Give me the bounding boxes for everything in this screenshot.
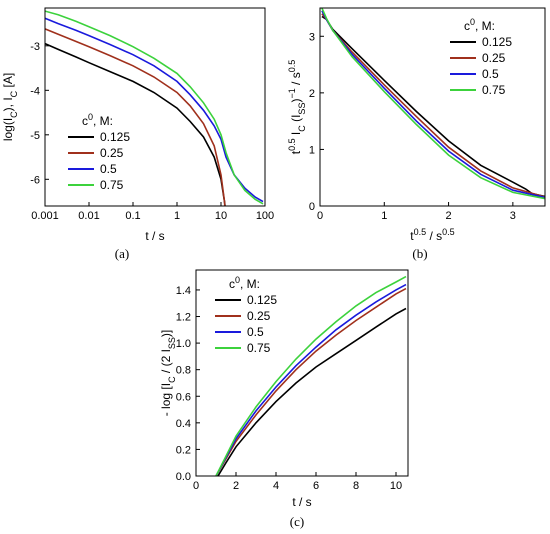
x-tick-label: 0.1 [125,210,140,222]
y-tick-label: -3 [30,41,40,53]
panel-label: (c) [290,514,304,529]
plot-frame [319,7,546,207]
series-line-0.125 [217,307,407,476]
legend: c0, M: 0.125 0.25 0.5 0.75 [68,112,130,192]
legend-entry-0.25: 0.25 [247,309,271,323]
x-axis-label: t / s [292,495,311,509]
x-tick-label: 0.001 [31,210,59,222]
y-tick-label: 0.0 [176,471,191,483]
series-line-0.5 [215,283,407,476]
y-tick-label: -4 [30,85,40,97]
series-line-0.125 [45,42,226,206]
x-tick-label: 0.01 [78,210,99,222]
legend-entry-0.125: 0.125 [482,35,512,49]
legend-entry-0.75: 0.75 [482,83,506,97]
y-tick-label: 3 [309,31,315,43]
plot-frame [44,7,266,207]
y-tick-label: 0.8 [176,365,191,377]
legend: c0, M: 0.125 0.25 0.5 0.75 [450,17,512,97]
legend-title: c0, M: [229,275,260,291]
legend-entry-0.25: 0.25 [482,51,506,65]
x-tick-label: 0 [317,210,323,222]
legend-entry-0.5: 0.5 [482,67,499,81]
y-axis-label: t0.5 IC (ISS)−1 / s0.5 [287,60,307,155]
x-tick-label: 6 [313,480,319,492]
series-line-0.75 [215,275,407,476]
x-tick-label: 10 [390,480,402,492]
y-tick-label: 0.6 [176,391,191,403]
series-line-0.25 [215,287,407,476]
x-tick-label: 100 [256,210,274,222]
y-tick-label: 1.4 [176,285,191,297]
y-tick-label: -5 [30,130,40,142]
panel-label: (b) [412,246,427,261]
series-line-0.75 [321,8,545,200]
y-tick-label: -6 [30,174,40,186]
legend: c0, M: 0.125 0.25 0.5 0.75 [215,275,277,355]
series-line-0.25 [45,28,226,206]
y-axis-label: log(IC), IC [A] [1,73,19,141]
series-group [45,10,264,206]
y-tick-label: 0.4 [176,418,191,430]
y-tick-label: 0.2 [176,444,191,456]
x-axis-label: t0.5 / s0.5 [410,227,454,243]
x-tick-label: 0 [193,480,199,492]
legend-entry-0.5: 0.5 [247,325,264,339]
x-tick-label: 2 [446,210,452,222]
series-line-0.5 [45,17,264,203]
x-tick-label: 1 [381,210,387,222]
x-axis-label: t / s [145,229,164,243]
series-line-0.75 [45,10,264,205]
legend-title: c0, M: [82,112,113,128]
legend-title: c0, M: [464,17,495,33]
legend-entry-0.125: 0.125 [247,293,277,307]
y-axis-label: - log [IC / (2 ISS)] [159,330,177,417]
legend-entry-0.75: 0.75 [100,178,124,192]
x-tick-label: 1 [174,210,180,222]
legend-entry-0.75: 0.75 [247,341,271,355]
legend-entry-0.5: 0.5 [100,162,117,176]
x-tick-label: 4 [273,480,279,492]
x-tick-label: 2 [233,480,239,492]
panel-label: (a) [115,246,129,261]
plot-frame [195,269,409,477]
chart-panel-a: 0.001 0.01 0.1 1 10 100 -3 -4 -5 -6 t / s log(IC), … [1,7,274,261]
x-tick-label: 8 [353,480,359,492]
y-tick-label: 1.2 [176,312,191,324]
y-tick-label: 1 [309,144,315,156]
legend-entry-0.125: 0.125 [100,130,130,144]
legend-entry-0.25: 0.25 [100,146,124,160]
chart-panel-c: 0 2 4 6 8 10 0.0 0.2 0.4 0.6 0.8 1.0 1.2 1.4 t / s - lo… [159,269,409,529]
y-tick-label: 0 [309,201,315,213]
x-tick-label: 3 [510,210,516,222]
series-group [215,275,407,476]
y-tick-label: 2 [309,88,315,100]
chart-panel-b: 0 1 2 3 0 1 2 3 t0.5 / s0.5 t0.5 IC (ISS)−1 / s0.… [287,7,546,261]
x-tick-label: 10 [215,210,227,222]
series-group [321,8,545,200]
y-tick-label: 1.0 [176,338,191,350]
